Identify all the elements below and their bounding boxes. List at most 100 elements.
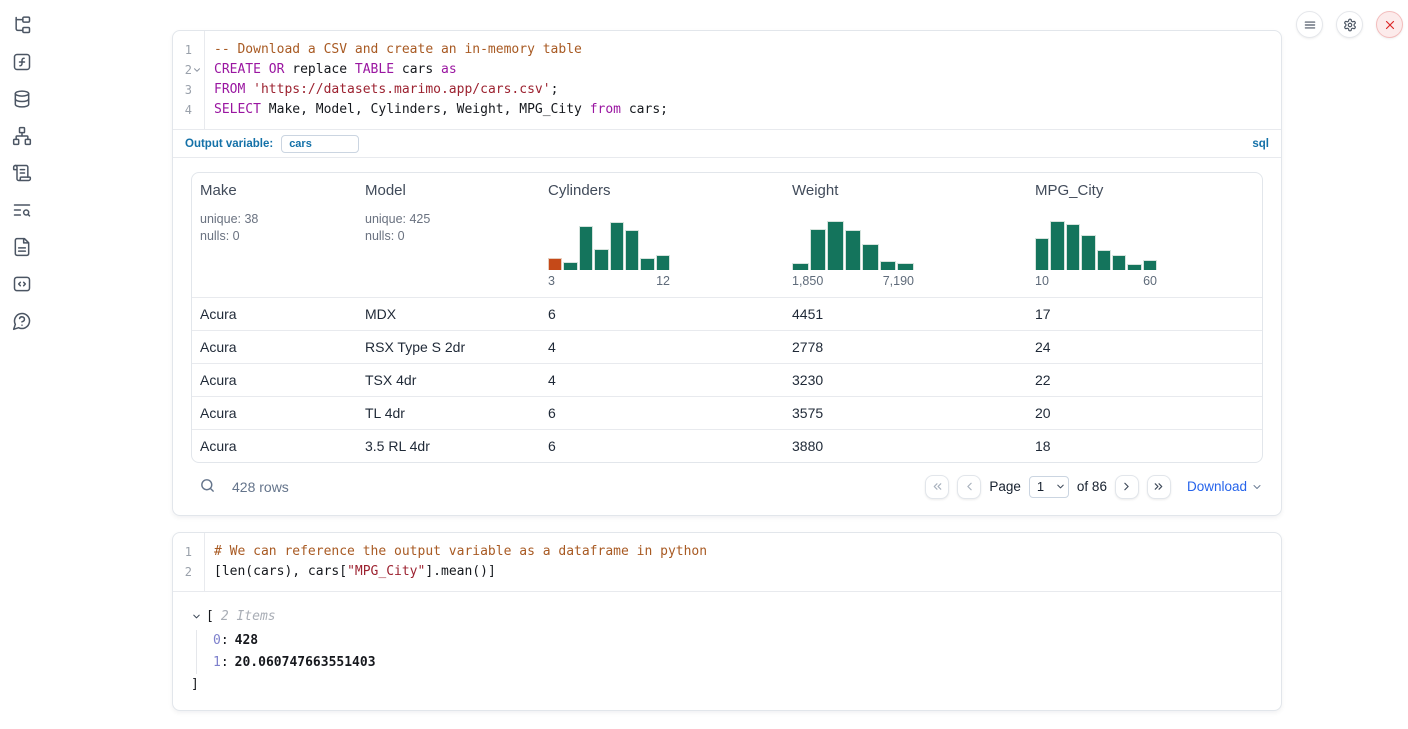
- data-table: Make unique: 38 nulls: 0 Model unique: 425 nu…: [191, 172, 1263, 463]
- table-header-row: Make unique: 38 nulls: 0 Model unique: 425 nu…: [192, 173, 1262, 297]
- table-cell: MDX: [357, 296, 540, 330]
- tree-entries: 0: 428 1: 20.060747663551403: [196, 629, 1263, 674]
- histogram-bar: [879, 260, 897, 270]
- chevron-left-icon: [967, 482, 972, 491]
- language-badge: sql: [1252, 137, 1269, 150]
- python-editor[interactable]: 1 # We can reference the output variable …: [173, 532, 1281, 591]
- table-cell: 20: [1027, 395, 1262, 429]
- panel-dependencies[interactable]: [11, 125, 33, 147]
- histogram-min-label: 10: [1035, 274, 1049, 288]
- output-variable-row: Output variable: sql: [173, 130, 1281, 157]
- column-name: MPG_City: [1035, 182, 1104, 199]
- column-stats: unique: 425 nulls: 0: [365, 212, 431, 243]
- panel-snippets[interactable]: [11, 273, 33, 295]
- line-number: 1: [184, 544, 192, 559]
- table-cell: 6: [540, 296, 784, 330]
- code-text[interactable]: SELECT Make, Model, Cylinders, Weight, M…: [214, 102, 668, 117]
- tree-collapse-toggle[interactable]: [191, 610, 204, 623]
- code-line: 2 [len(cars), cars["MPG_City"].mean()]: [173, 562, 1281, 582]
- table-row: Acura RSX Type S 2dr 4 2778 24: [192, 329, 1262, 363]
- panel-datasources[interactable]: [11, 88, 33, 110]
- menu-button[interactable]: [1296, 11, 1323, 38]
- histogram-bar: [624, 230, 640, 270]
- table-cell: 18: [1027, 428, 1262, 462]
- tree-entry-value: 20.060747663551403: [234, 654, 376, 670]
- panel-logs[interactable]: [11, 162, 33, 184]
- column-histogram: 10 60: [1035, 218, 1157, 288]
- shutdown-button[interactable]: [1376, 11, 1403, 38]
- panel-help[interactable]: [11, 310, 33, 332]
- chevrons-left-icon: [933, 483, 942, 490]
- histogram-bar: [792, 263, 809, 270]
- text-search-icon: [13, 204, 31, 217]
- code-text[interactable]: [len(cars), cars["MPG_City"].mean()]: [214, 563, 496, 579]
- download-button[interactable]: Download: [1187, 479, 1263, 494]
- tree-entry: 0: 428: [213, 632, 259, 648]
- first-page-button[interactable]: [925, 474, 950, 499]
- line-number: 4: [184, 103, 192, 117]
- page-select-wrap: 1: [1028, 475, 1069, 498]
- sql-output: Make unique: 38 nulls: 0 Model unique: 425 nu…: [173, 158, 1281, 515]
- code-text[interactable]: CREATE OR replace TABLE cars as: [214, 62, 457, 77]
- table-cell: Acura: [192, 329, 357, 363]
- function-square-icon: [13, 53, 31, 71]
- table-search-button[interactable]: [197, 477, 217, 497]
- table-cell: TSX 4dr: [357, 362, 540, 396]
- table-cell: 3575: [784, 395, 1027, 429]
- histogram-bar: [862, 244, 879, 270]
- settings-button[interactable]: [1336, 11, 1363, 38]
- row-count: 428 rows: [232, 478, 289, 495]
- panel-file-explorer[interactable]: [11, 14, 33, 36]
- table-cell: Acura: [192, 362, 357, 396]
- last-page-button[interactable]: [1146, 474, 1171, 499]
- download-label: Download: [1186, 479, 1247, 494]
- column-header-mpg_city[interactable]: MPG_City 10 60: [1027, 173, 1262, 297]
- table-cell: 3230: [784, 362, 1027, 396]
- column-stats: unique: 38 nulls: 0: [200, 212, 259, 243]
- column-header-model[interactable]: Model unique: 425 nulls: 0: [357, 173, 540, 297]
- tree-entry-index: 1: [213, 654, 221, 670]
- output-variable-input[interactable]: [281, 134, 360, 153]
- panel-documentation[interactable]: [11, 236, 33, 258]
- table-row: Acura MDX 6 4451 17: [192, 296, 1262, 330]
- line-number: 3: [184, 83, 192, 97]
- histogram-bar: [578, 225, 594, 270]
- tree-close-bracket: ]: [191, 676, 199, 692]
- column-header-make[interactable]: Make unique: 38 nulls: 0: [192, 173, 357, 297]
- panel-functions[interactable]: [11, 51, 33, 73]
- histogram-bar: [655, 254, 670, 270]
- table-cell: RSX Type S 2dr: [357, 329, 540, 363]
- code-text[interactable]: -- Download a CSV and create an in-memor…: [214, 42, 582, 57]
- table-cell: 4: [540, 362, 784, 396]
- column-header-weight[interactable]: Weight 1,850 7,190: [784, 173, 1027, 297]
- table-cell: TL 4dr: [357, 395, 540, 429]
- histogram-bar: [609, 221, 624, 270]
- sql-editor[interactable]: 1 -- Download a CSV and create an in-memo…: [173, 31, 1281, 129]
- column-name: Model: [365, 182, 406, 199]
- histogram-bar: [640, 257, 655, 270]
- chevron-down-icon: [194, 68, 200, 72]
- table-cell: 3.5 RL 4dr: [357, 428, 540, 462]
- column-header-cylinders[interactable]: Cylinders 3 12: [540, 173, 784, 297]
- page-label: Page: [989, 479, 1021, 494]
- panel-tracebacks[interactable]: [11, 199, 33, 221]
- table-cell: 24: [1027, 329, 1262, 363]
- code-text[interactable]: # We can reference the output variable a…: [214, 543, 708, 559]
- tree-entry-index: 0: [213, 632, 221, 648]
- histogram-bar: [897, 262, 915, 270]
- fold-toggle[interactable]: [192, 65, 203, 76]
- divider: [173, 129, 1281, 130]
- previous-page-button[interactable]: [957, 474, 982, 499]
- menu-icon: [1304, 21, 1315, 28]
- page-select[interactable]: 1: [1028, 475, 1069, 498]
- chevron-down-icon: [193, 614, 200, 619]
- next-page-button[interactable]: [1114, 474, 1139, 499]
- histogram-bar: [563, 262, 578, 270]
- tree-head: [ 2 Items: [191, 607, 1263, 627]
- tree-entry-value: 428: [234, 632, 259, 648]
- table-cell: Acura: [192, 428, 357, 462]
- code-text[interactable]: FROM 'https://datasets.marimo.app/cars.c…: [214, 82, 559, 97]
- histogram-bar: [1065, 224, 1081, 270]
- table-cell: 2778: [784, 329, 1027, 363]
- histogram-bar: [1096, 250, 1111, 270]
